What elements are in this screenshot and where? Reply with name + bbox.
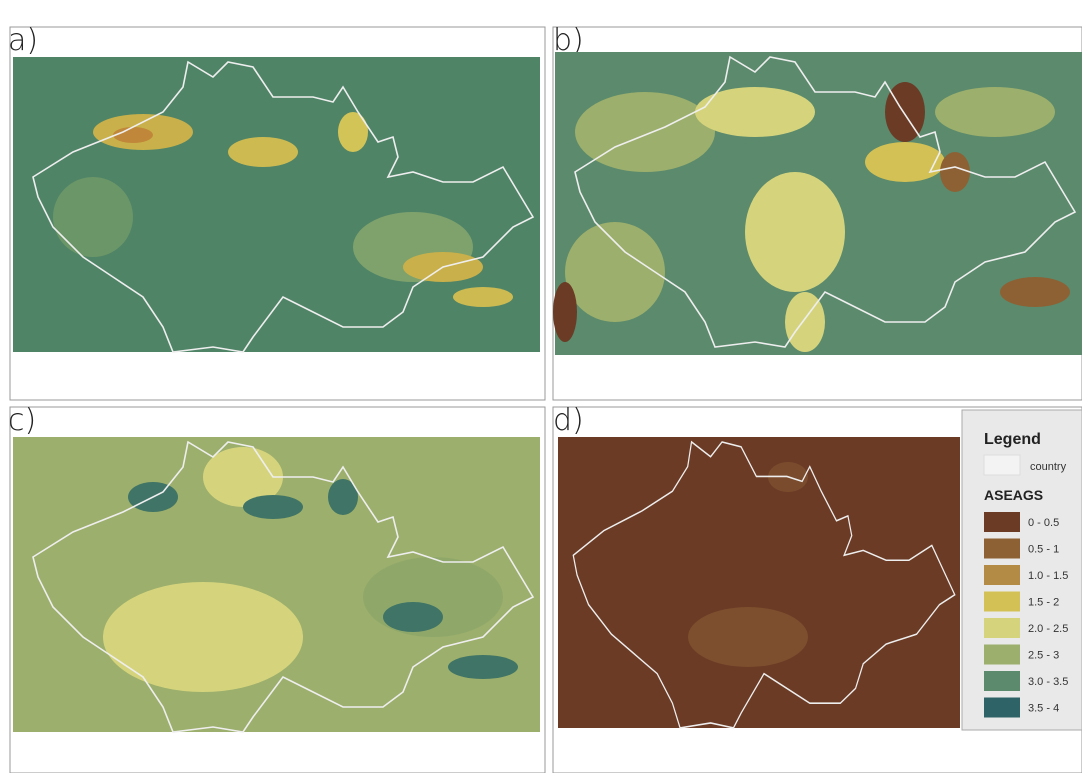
legend-swatch [984,592,1020,612]
legend-label: country [1030,461,1067,473]
legend-label: 3.5 - 4 [1028,703,1059,715]
legend-swatch [984,455,1020,475]
legend-swatch [984,512,1020,532]
legend-swatch [984,645,1020,665]
legend-label: 2.0 - 2.5 [1028,623,1068,635]
legend-subtitle: ASEAGS [984,487,1043,503]
legend-swatch [984,565,1020,585]
panel-a: a) [8,23,545,400]
legend-swatch [984,618,1020,638]
legend-title: Legend [984,431,1041,448]
figure: a) b) [0,0,1082,773]
panel-label: c) [8,403,36,438]
panel-c: c) [8,403,545,773]
legend-swatch [984,698,1020,718]
panel-label: d) [553,403,584,438]
legend-label: 1.0 - 1.5 [1028,570,1068,582]
panel-d: d) Legend country ASEAGS 0 - 0.5 0.5 - 1 1… [553,403,1082,773]
map [13,437,540,732]
panel-label: a) [8,23,38,58]
map [553,52,1082,355]
legend-label: 0.5 - 1 [1028,544,1059,556]
legend: Legend country ASEAGS 0 - 0.5 0.5 - 1 1.0 … [962,410,1082,730]
panel-b: b) [553,23,1082,400]
legend-swatch [984,671,1020,691]
legend-label: 2.5 - 3 [1028,650,1059,662]
legend-swatch [984,539,1020,559]
legend-label: 3.0 - 3.5 [1028,676,1068,688]
map [13,57,540,352]
legend-label: 1.5 - 2 [1028,597,1059,609]
map [558,437,960,728]
legend-label: 0 - 0.5 [1028,517,1059,529]
